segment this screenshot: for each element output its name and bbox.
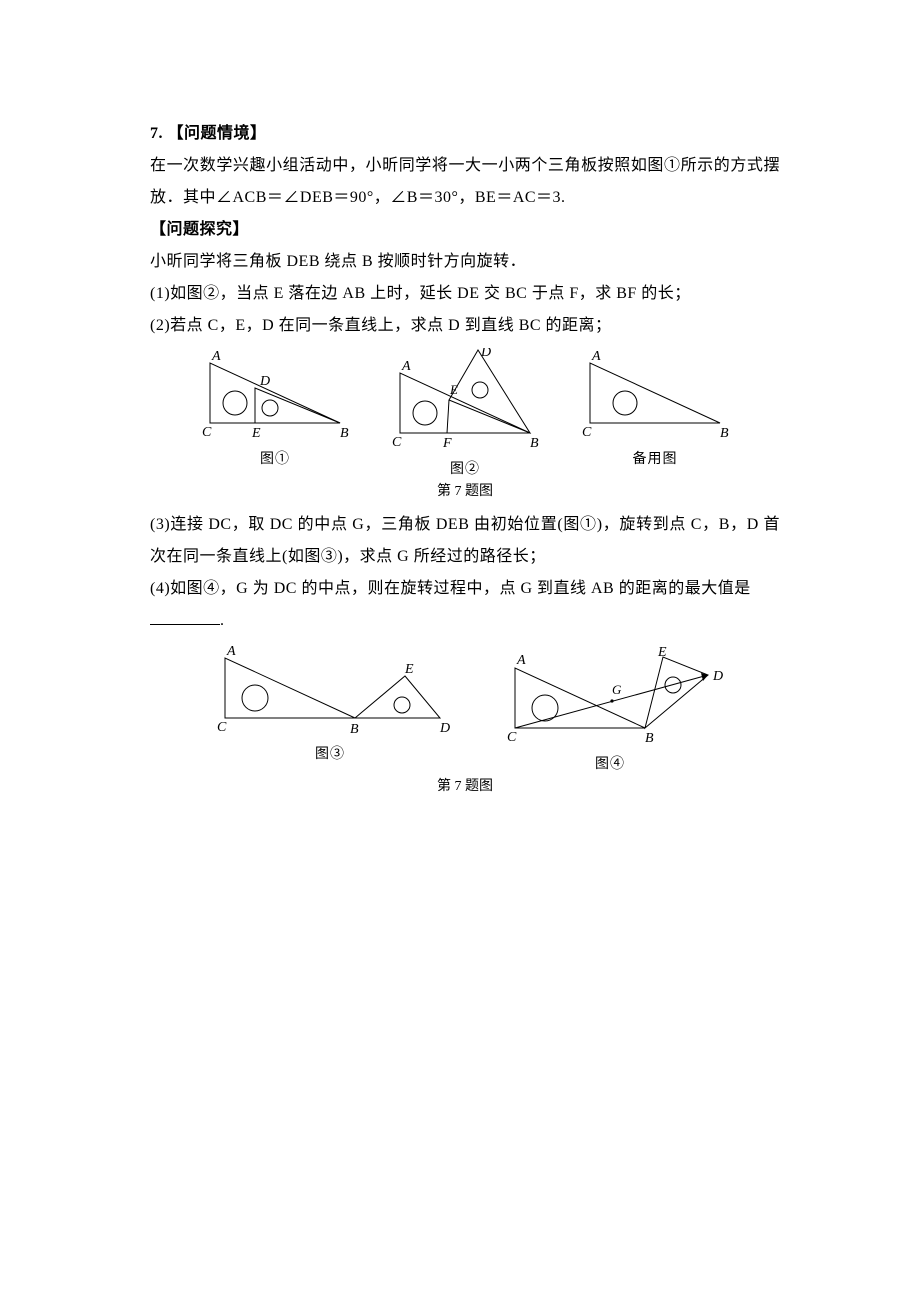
svg-text:C: C [217,720,227,735]
svg-text:E: E [657,645,667,660]
svg-text:C: C [392,435,402,450]
heading-problem-situation: 7. 【问题情境】 [150,118,780,150]
fill-blank [150,608,220,625]
paragraph-q2: (2)若点 C，E，D 在同一条直线上，求点 D 到直线 BC 的距离； [150,310,780,342]
svg-text:B: B [340,426,349,441]
svg-text:D: D [439,721,450,736]
figure-cell-1: A C E B D 图① [190,348,360,480]
page-root: 7. 【问题情境】 在一次数学兴趣小组活动中，小昕同学将一大一小两个三角板按照如… [0,0,920,1302]
label-spare: 备用图 [633,450,678,470]
label-fig3: 图③ [315,745,345,765]
figure-row-2: A C B D E 图③ A C B D E G [150,643,780,775]
paragraph-q4: (4)如图④，G 为 DC 的中点，则在旋转过程中，点 G 到直线 AB 的距离… [150,573,780,605]
svg-text:F: F [442,436,452,451]
svg-text:A: A [211,349,221,364]
svg-text:B: B [720,426,729,441]
caption-1: 第 7 题图 [150,482,780,502]
svg-text:G: G [612,682,622,697]
label-fig2: 图② [450,460,480,480]
paragraph-q1: (1)如图②，当点 E 落在边 AB 上时，延长 DE 交 BC 于点 F，求 … [150,278,780,310]
svg-text:D: D [712,669,723,684]
svg-text:E: E [404,662,414,677]
svg-text:B: B [530,436,539,451]
svg-text:D: D [259,374,270,389]
paragraph-situation: 在一次数学兴趣小组活动中，小昕同学将一大一小两个三角板按照如图①所示的方式摆放．… [150,150,780,214]
svg-text:C: C [582,425,592,440]
label-fig4: 图④ [595,755,625,775]
svg-text:A: A [591,349,601,364]
svg-text:B: B [645,731,654,746]
diagram-fig4: A C B D E G [495,643,725,753]
svg-text:A: A [226,644,236,659]
period: . [220,612,225,629]
heading-problem-explore: 【问题探究】 [150,214,780,246]
svg-text:E: E [251,426,261,441]
diagram-fig1: A C E B D [190,348,360,448]
paragraph-q3: (3)连接 DC，取 DC 的中点 G，三角板 DEB 由初始位置(图①)，旋转… [150,509,780,573]
svg-text:A: A [401,359,411,374]
diagram-spare: A C B [570,348,740,448]
svg-text:C: C [507,730,517,745]
svg-text:D: D [480,348,491,360]
figure-row-1: A C E B D 图① A C F B D E 图② [150,348,780,480]
figure-cell-spare: A C B 备用图 [570,348,740,480]
diagram-fig2: A C F B D E [380,348,550,458]
diagram-fig3: A C B D E [205,643,455,743]
paragraph-blank: . [150,605,780,637]
svg-text:C: C [202,425,212,440]
paragraph-rotate: 小昕同学将三角板 DEB 绕点 B 按顺时针方向旋转． [150,246,780,278]
caption-2: 第 7 题图 [150,777,780,797]
svg-text:B: B [350,722,359,737]
figure-cell-4: A C B D E G 图④ [495,643,725,775]
figure-cell-2: A C F B D E 图② [380,348,550,480]
q4-text: (4)如图④，G 为 DC 的中点，则在旋转过程中，点 G 到直线 AB 的距离… [150,580,751,597]
svg-text:A: A [516,653,526,668]
svg-text:E: E [449,382,458,397]
figure-cell-3: A C B D E 图③ [205,643,455,775]
label-fig1: 图① [260,450,290,470]
